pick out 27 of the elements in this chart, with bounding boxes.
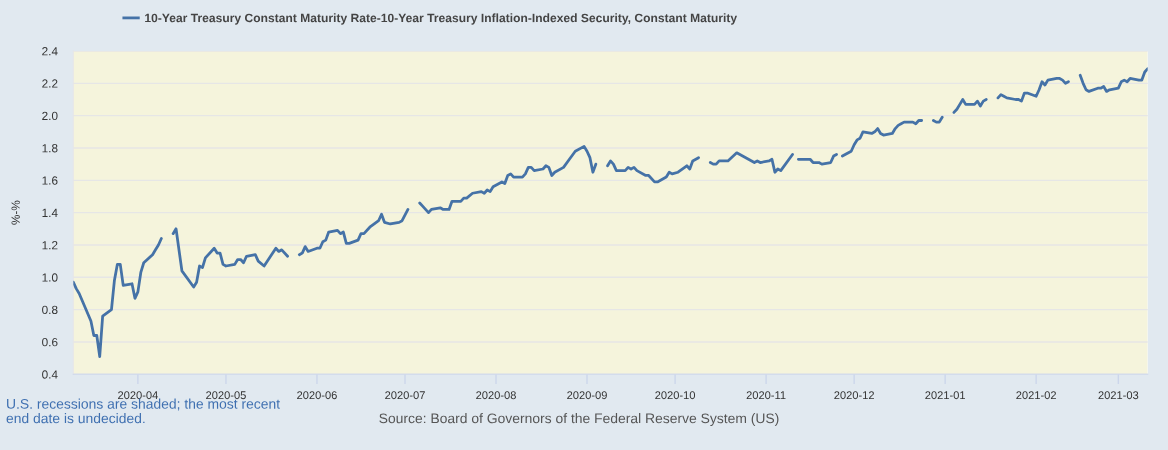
x-tick-label: 2020-04 bbox=[118, 391, 158, 400]
x-tick-label: 2020-06 bbox=[297, 391, 337, 400]
y-tick-label: 1.4 bbox=[42, 208, 58, 217]
y-tick-label: 0.6 bbox=[42, 338, 58, 347]
y-tick-label: 2.2 bbox=[42, 79, 58, 88]
x-tick-label: 2020-05 bbox=[206, 391, 246, 400]
x-tick-label: 2020-10 bbox=[655, 391, 696, 400]
y-tick-label: 1.8 bbox=[42, 144, 58, 153]
x-tick-label: 2021-01 bbox=[925, 391, 965, 400]
source-note: Source: Board of Governors of the Federal Reserve System (US) bbox=[379, 413, 779, 426]
text: U.S. recessions are shaded; the most recent end date is undecided. bbox=[6, 398, 280, 424]
y-tick-label: 1.2 bbox=[42, 241, 58, 250]
x-tick-label: 2020-11 bbox=[746, 391, 786, 400]
y-tick-label: 0.4 bbox=[42, 370, 58, 379]
x-tick-label: 2021-02 bbox=[1016, 391, 1056, 400]
x-tick-label: 2020-09 bbox=[567, 391, 607, 400]
y-axis-title: %-% bbox=[11, 200, 20, 225]
x-tick-label: 2020-08 bbox=[476, 391, 516, 400]
x-tick-label: 2021-03 bbox=[1098, 391, 1139, 400]
y-tick-label: 0.8 bbox=[42, 305, 58, 315]
y-tick-label: 2.4 bbox=[42, 47, 58, 56]
y-tick-label: 2.0 bbox=[42, 111, 58, 121]
y-tick-label: 1.6 bbox=[42, 176, 58, 185]
x-tick-label: 2020-12 bbox=[834, 391, 874, 400]
x-tick-label: 2020-07 bbox=[385, 391, 425, 400]
y-tick-label: 1.0 bbox=[42, 273, 58, 282]
legend-label: 10-Year Treasury Constant Maturity Rate-10-Year Treasury Inflation-Indexed Security, Constant Maturity bbox=[145, 13, 738, 25]
